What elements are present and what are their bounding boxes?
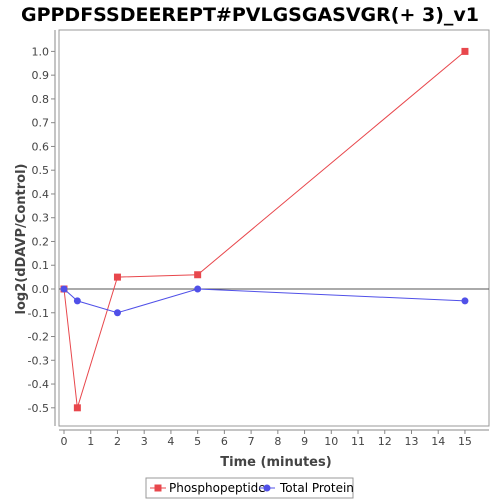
total-protein-point: [461, 297, 469, 305]
y-tick-label: -0.1: [28, 307, 49, 320]
y-tick-label: 0.8: [32, 93, 50, 106]
total-protein-point: [194, 285, 202, 293]
y-axis: -0.5 -0.4 -0.3 -0.2 -0.1 0.0 0.1 0.2 0.3 0.4 0.5 0.…: [28, 30, 56, 426]
x-tick-label: 12: [378, 435, 392, 448]
y-tick-label: 0.7: [32, 117, 50, 130]
x-tick-label: 11: [351, 435, 365, 448]
y-tick-label: 0.3: [32, 212, 50, 225]
x-tick-label: 9: [301, 435, 308, 448]
phosphopeptide-point: [194, 271, 202, 279]
x-tick-label: 6: [221, 435, 228, 448]
x-tick-label: 2: [114, 435, 121, 448]
phosphopeptide-point: [461, 47, 469, 55]
y-tick-label: 0.4: [32, 188, 50, 201]
legend: Phosphopeptide Total Protein: [145, 477, 354, 499]
phosphopeptide-point: [73, 404, 81, 412]
y-tick-label: -0.4: [28, 378, 49, 391]
total-protein-point: [73, 297, 81, 305]
x-tick-label: 4: [167, 435, 174, 448]
legend-marker-total-protein: [263, 484, 271, 492]
y-tick-label: 0.0: [32, 283, 50, 296]
plot-area: [58, 29, 490, 427]
x-tick-label: 13: [404, 435, 418, 448]
x-tick-label: 1: [87, 435, 94, 448]
x-tick-label: 3: [141, 435, 148, 448]
x-axis-label: Time (minutes): [220, 455, 331, 470]
x-axis: 0 1 2 3 4 5 6 7 8 9 10 11 12 13 14 15: [59, 429, 489, 448]
x-tick-label: 15: [458, 435, 472, 448]
x-tick-label: 14: [431, 435, 445, 448]
y-tick-label: 0.6: [32, 140, 50, 153]
x-tick-label: 0: [61, 435, 68, 448]
x-tick-label: 8: [274, 435, 281, 448]
y-tick-label: -0.5: [28, 402, 49, 415]
series-layer: [60, 47, 469, 412]
y-tick-label: 0.5: [32, 164, 50, 177]
y-tick-label: 0.2: [32, 235, 50, 248]
y-tick-label: -0.3: [28, 354, 49, 367]
x-tick-label: 7: [248, 435, 255, 448]
y-axis-label: log2(dDAVP/Control): [14, 164, 29, 315]
y-tick-label: 1.0: [32, 45, 50, 58]
chart-title: GPPDFSSDEEREPT#PVLGSGASVGR(+ 3)_v1: [21, 4, 479, 26]
legend-label-total-protein: Total Protein: [279, 481, 354, 495]
x-tick-label: 10: [324, 435, 338, 448]
phosphopeptide-point: [113, 273, 121, 281]
legend-box: [145, 477, 354, 499]
x-tick-label: 5: [194, 435, 201, 448]
legend-marker-phosphopeptide: [154, 484, 162, 492]
legend-label-phosphopeptide: Phosphopeptide: [169, 481, 266, 495]
y-tick-label: 0.1: [32, 259, 50, 272]
total-protein-point: [60, 285, 68, 293]
total-protein-point: [113, 309, 121, 317]
y-tick-label: 0.9: [32, 69, 50, 82]
y-tick-label: -0.2: [28, 331, 49, 344]
